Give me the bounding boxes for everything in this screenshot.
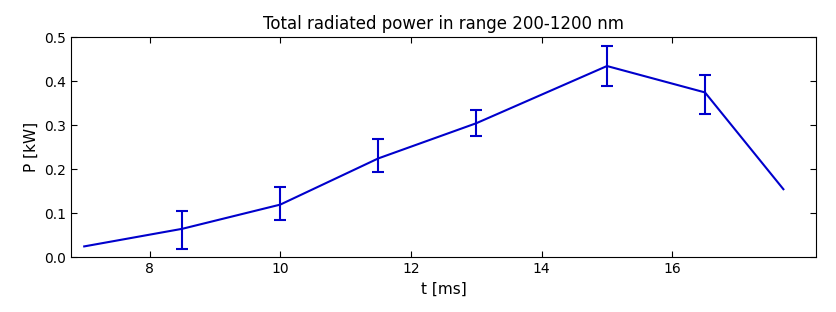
Y-axis label: P [kW]: P [kW] [23,122,38,173]
X-axis label: t [ms]: t [ms] [421,282,466,297]
Title: Total radiated power in range 200-1200 nm: Total radiated power in range 200-1200 n… [263,15,624,33]
